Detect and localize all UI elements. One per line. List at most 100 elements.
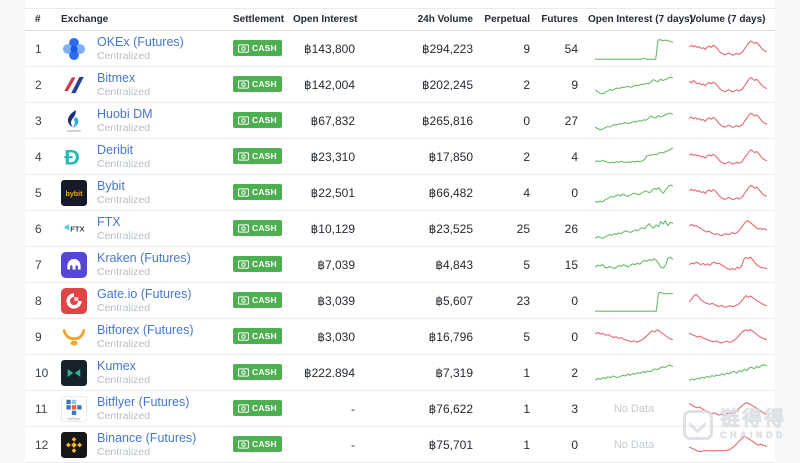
col-header-perpetual[interactable]: Perpetual bbox=[483, 14, 540, 25]
banknote-icon bbox=[238, 440, 249, 449]
futures-count: 2 bbox=[540, 366, 588, 380]
volume-sparkline bbox=[680, 175, 775, 210]
settlement-badge-label: CASH bbox=[252, 224, 277, 233]
settlement-cell: CASH bbox=[211, 400, 293, 418]
open-interest-value: - bbox=[293, 402, 365, 416]
open-interest-value: ฿222.894 bbox=[293, 366, 365, 380]
col-header-exchange[interactable]: Exchange bbox=[61, 14, 211, 25]
exchange-link[interactable]: Binance (Futures) bbox=[97, 431, 196, 445]
open-interest-sparkline bbox=[588, 31, 680, 66]
exchange-link[interactable]: OKEx (Futures) bbox=[97, 35, 184, 49]
exchange-link[interactable]: Huobi DM bbox=[97, 107, 153, 121]
kraken-logo bbox=[61, 252, 87, 278]
volume-sparkline bbox=[680, 139, 775, 174]
table-row[interactable]: 7 Kraken (Futures) Centralized CASH ฿7,0… bbox=[25, 247, 775, 283]
table-row[interactable]: 2 Bitmex Centralized CASH ฿142,004 ฿202,… bbox=[25, 67, 775, 103]
exchange-cell: Bitmex Centralized bbox=[61, 71, 211, 98]
table-row[interactable]: 6 FTX FTX Centralized CASH ฿10,129 ฿23,5… bbox=[25, 211, 775, 247]
settlement-badge-label: CASH bbox=[252, 152, 277, 161]
exchange-link[interactable]: Gate.io (Futures) bbox=[97, 287, 191, 301]
svg-text:bybit: bybit bbox=[65, 190, 83, 198]
volume-sparkline bbox=[680, 247, 775, 282]
table-row[interactable]: 10 Kumex Centralized CASH ฿222.894 ฿7,31… bbox=[25, 355, 775, 391]
rank: 2 bbox=[25, 78, 61, 92]
settlement-badge-label: CASH bbox=[252, 368, 277, 377]
banknote-icon bbox=[238, 44, 249, 53]
exchange-link[interactable]: FTX bbox=[97, 215, 150, 229]
settlement-cell: CASH bbox=[211, 76, 293, 94]
exchange-link[interactable]: Bitforex (Futures) bbox=[97, 323, 194, 337]
col-header-24h-volume[interactable]: 24h Volume bbox=[365, 14, 483, 25]
settlement-badge-label: CASH bbox=[252, 440, 277, 449]
deribit-logo: Đ bbox=[61, 144, 87, 170]
cash-badge: CASH bbox=[233, 292, 282, 308]
settlement-badge-label: CASH bbox=[252, 260, 277, 269]
perpetual-count: 2 bbox=[483, 150, 540, 164]
banknote-icon bbox=[238, 332, 249, 341]
rank: 3 bbox=[25, 114, 61, 128]
volume-sparkline bbox=[680, 283, 775, 318]
col-header-open-interest[interactable]: Open Interest bbox=[293, 14, 365, 25]
exchange-type-label: Centralized bbox=[97, 86, 150, 98]
cash-badge: CASH bbox=[233, 40, 282, 56]
rank: 8 bbox=[25, 294, 61, 308]
volume-sparkline bbox=[680, 427, 775, 462]
exchange-cell: OKEx (Futures) Centralized bbox=[61, 35, 211, 62]
banknote-icon bbox=[238, 116, 249, 125]
exchange-type-label: Centralized bbox=[97, 266, 191, 278]
cash-badge: CASH bbox=[233, 400, 282, 416]
col-header-open-interest-7d[interactable]: Open Interest (7 days) bbox=[588, 14, 680, 25]
volume-sparkline bbox=[680, 211, 775, 246]
svg-text:FTX: FTX bbox=[70, 224, 84, 233]
table-row[interactable]: 4 Đ Deribit Centralized CASH ฿23,310 ฿17… bbox=[25, 139, 775, 175]
banknote-icon bbox=[238, 152, 249, 161]
exchange-type-label: Centralized bbox=[97, 446, 196, 458]
exchange-link[interactable]: Bitmex bbox=[97, 71, 150, 85]
volume-24h-value: ฿5,607 bbox=[365, 294, 483, 308]
settlement-cell: CASH bbox=[211, 184, 293, 202]
exchange-link[interactable]: Kumex bbox=[97, 359, 150, 373]
cash-badge: CASH bbox=[233, 256, 282, 272]
settlement-badge-label: CASH bbox=[252, 80, 277, 89]
kumex-logo bbox=[61, 360, 87, 386]
futures-count: 54 bbox=[540, 42, 588, 56]
exchange-type-label: Centralized bbox=[97, 338, 194, 350]
huobi-logo bbox=[61, 108, 87, 134]
settlement-cell: CASH bbox=[211, 364, 293, 382]
col-header-settlement[interactable]: Settlement bbox=[211, 14, 293, 25]
futures-count: 0 bbox=[540, 330, 588, 344]
bitflyer-logo: bitFlyer bbox=[61, 396, 87, 422]
table-row[interactable]: 1 OKEx (Futures) Centralized CASH ฿143,8… bbox=[25, 31, 775, 67]
binance-logo bbox=[61, 432, 87, 458]
exchange-cell: FTX FTX Centralized bbox=[61, 215, 211, 242]
col-header-volume-7d[interactable]: Volume (7 days) bbox=[680, 14, 775, 25]
volume-24h-value: ฿294,223 bbox=[365, 42, 483, 56]
table-row[interactable]: 12 Binance (Futures) Centralized CASH - … bbox=[25, 427, 775, 463]
col-header-rank[interactable]: # bbox=[25, 14, 61, 25]
exchange-link[interactable]: Bybit bbox=[97, 179, 150, 193]
cash-badge: CASH bbox=[233, 220, 282, 236]
table-row[interactable]: 5 bybit Bybit Centralized CASH ฿22,501 ฿… bbox=[25, 175, 775, 211]
open-interest-sparkline bbox=[588, 283, 680, 318]
table-row[interactable]: 11 bitFlyer Bitflyer (Futures) Centraliz… bbox=[25, 391, 775, 427]
settlement-badge-label: CASH bbox=[252, 188, 277, 197]
rank: 11 bbox=[25, 402, 61, 416]
rank: 12 bbox=[25, 438, 61, 452]
table-row[interactable]: 9 Bitforex (Futures) Centralized CASH ฿3… bbox=[25, 319, 775, 355]
settlement-cell: CASH bbox=[211, 40, 293, 58]
banknote-icon bbox=[238, 224, 249, 233]
banknote-icon bbox=[238, 296, 249, 305]
table-body: 1 OKEx (Futures) Centralized CASH ฿143,8… bbox=[25, 31, 775, 463]
exchange-link[interactable]: Deribit bbox=[97, 143, 150, 157]
rank: 1 bbox=[25, 42, 61, 56]
settlement-cell: CASH bbox=[211, 112, 293, 130]
okex-logo bbox=[61, 36, 87, 62]
exchange-link[interactable]: Bitflyer (Futures) bbox=[97, 395, 189, 409]
table-row[interactable]: 3 Huobi DM Centralized CASH ฿67,832 ฿265… bbox=[25, 103, 775, 139]
banknote-icon bbox=[238, 260, 249, 269]
table-row[interactable]: 8 Gate.io (Futures) Centralized CASH ฿3,… bbox=[25, 283, 775, 319]
futures-count: 4 bbox=[540, 150, 588, 164]
exchange-link[interactable]: Kraken (Futures) bbox=[97, 251, 191, 265]
rank: 7 bbox=[25, 258, 61, 272]
col-header-futures[interactable]: Futures bbox=[540, 14, 588, 25]
